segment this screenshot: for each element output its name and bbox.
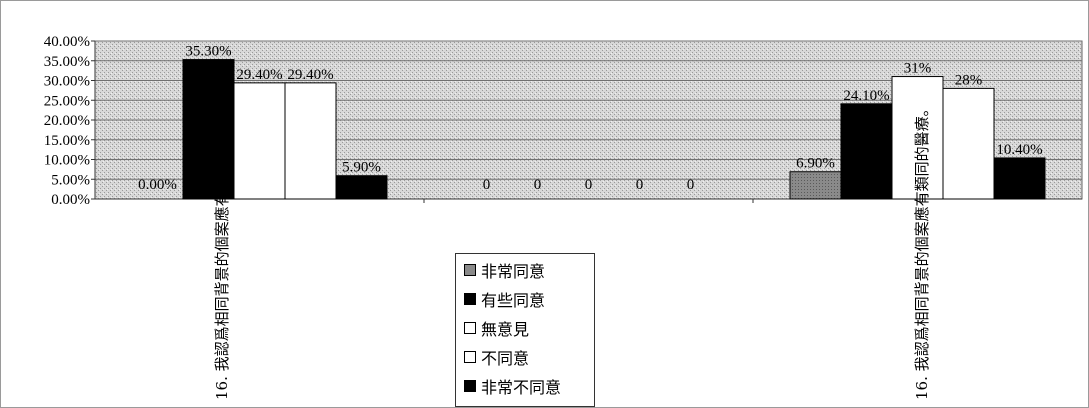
data-label: 5.90% [342, 160, 381, 176]
category-label-3: 16. 我認爲相同背景的個案應有類同的醫療。 [913, 101, 931, 400]
y-tick-label: 40.00% [44, 34, 90, 50]
data-label: 29.40% [287, 67, 333, 83]
legend-swatch [464, 264, 476, 276]
data-label: 0.00% [138, 177, 177, 193]
legend-swatch [464, 293, 476, 305]
bar [335, 175, 388, 200]
y-tick-label: 10.00% [44, 153, 90, 169]
legend-swatch [464, 351, 476, 363]
data-label: 35.30% [185, 44, 231, 60]
y-tick-label: 5.00% [51, 172, 90, 188]
y-tick-label: 20.00% [44, 113, 90, 129]
legend-item: 非常不同意 [464, 375, 561, 397]
legend-item: 有些同意 [464, 288, 545, 310]
bar [840, 103, 893, 200]
bar [233, 82, 286, 200]
legend-item: 不同意 [464, 346, 529, 368]
bar [993, 157, 1046, 200]
data-label: 0 [534, 177, 542, 193]
legend-item: 無意見 [464, 317, 529, 339]
bar [284, 82, 337, 200]
data-label: 31% [904, 61, 932, 77]
bar [942, 87, 995, 200]
legend-item: 非常同意 [464, 259, 545, 281]
y-tick-label: 35.00% [44, 54, 90, 70]
data-label: 24.10% [843, 88, 889, 104]
legend-label: 不同意 [481, 349, 530, 368]
y-tick-label: 0.00% [51, 192, 90, 208]
y-tick-label: 15.00% [44, 133, 90, 149]
bar [891, 76, 944, 200]
bar [789, 171, 842, 200]
legend-swatch [464, 380, 476, 392]
legend-label: 非常不同意 [481, 378, 562, 397]
y-tick-label: 25.00% [44, 93, 90, 109]
data-label: 28% [955, 72, 983, 88]
data-label: 0 [687, 177, 695, 193]
legend: 非常同意 有些同意 無意見 不同意 非常不同意 [455, 253, 595, 407]
legend-swatch [464, 322, 476, 334]
data-label: 29.40% [236, 67, 282, 83]
data-label: 0 [585, 177, 593, 193]
data-label: 6.90% [796, 156, 835, 172]
category-label-1: 16. 我認爲相同背景的個案應有類同的醫療。 [213, 101, 231, 400]
data-label: 0 [483, 177, 491, 193]
data-label: 10.40% [996, 142, 1042, 158]
y-tick-label: 30.00% [44, 74, 90, 90]
legend-label: 非常同意 [481, 262, 546, 281]
legend-label: 無意見 [481, 320, 530, 339]
legend-label: 有些同意 [481, 291, 546, 310]
data-label: 0 [636, 177, 644, 193]
